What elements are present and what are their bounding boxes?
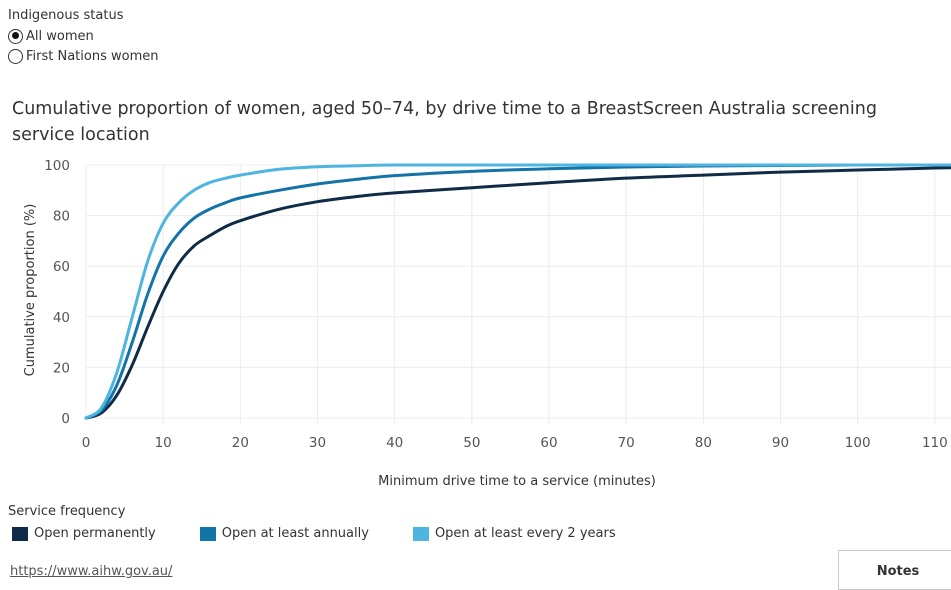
series-line-open-permanently[interactable] [84, 166, 951, 420]
x-axis-ticks: 0102030405060708090100110120 [82, 435, 948, 451]
legend-item-open-permanently[interactable]: Open permanently [8, 526, 156, 541]
filter-title: Indigenous status [8, 8, 124, 23]
series-line-open-at-least-every-2-years[interactable] [84, 163, 951, 420]
legend-title: Service frequency [8, 504, 126, 519]
radio-label-first-nations-women: First Nations women [26, 48, 159, 64]
notes-button[interactable]: Notes [838, 550, 951, 590]
radio-option-first-nations-women[interactable]: First Nations women [8, 46, 158, 66]
grid [85, 164, 951, 424]
radio-button-first-nations-women[interactable] [8, 48, 23, 64]
chart-title: Cumulative proportion of women, aged 50–… [12, 99, 877, 145]
x-tick-label: 30 [309, 435, 326, 451]
y-tick-label: 20 [53, 360, 70, 376]
y-tick-label: 60 [53, 259, 70, 275]
radio-label-all-women: All women [26, 28, 94, 44]
x-tick-label: 50 [463, 435, 480, 451]
legend-label-open-every-2-years: Open at least every 2 years [434, 526, 616, 541]
legend-swatch-open-every-2-years [412, 526, 429, 541]
x-axis-label: Minimum drive time to a service (minutes… [378, 474, 656, 489]
y-tick-label: 100 [44, 158, 70, 174]
x-tick-label: 0 [82, 435, 91, 451]
legend-label-open-annually: Open at least annually [221, 526, 369, 541]
radio-option-all-women[interactable]: All women [8, 26, 158, 46]
y-tick-label: 40 [53, 310, 70, 326]
x-tick-label: 20 [232, 435, 249, 451]
legend-item-open-every-2-years[interactable]: Open at least every 2 years [409, 526, 616, 541]
y-axis-label: Cumulative proportion (%) [23, 204, 38, 377]
y-tick-label: 0 [61, 411, 70, 427]
x-tick-label: 70 [618, 435, 635, 451]
legend-swatch-open-annually [199, 526, 216, 541]
x-tick-label: 60 [540, 435, 557, 451]
x-tick-label: 90 [772, 435, 789, 451]
y-tick-label: 80 [53, 209, 70, 225]
series-line-open-at-least-annually[interactable] [84, 163, 951, 420]
series-lines [84, 163, 951, 420]
x-tick-label: 80 [695, 435, 712, 451]
x-tick-label: 110 [922, 435, 948, 451]
radio-button-all-women[interactable] [8, 28, 23, 44]
legend-label-open-permanently: Open permanently [34, 526, 156, 541]
y-axis-ticks: 0 20 40 60 80 100 [44, 158, 70, 427]
legend-swatch-open-permanently [12, 526, 28, 541]
aihw-link[interactable]: https://www.aihw.gov.au/ [10, 564, 173, 579]
legend-item-open-annually[interactable]: Open at least annually [196, 526, 369, 541]
indigenous-status-filter: Indigenous status All women First Nation… [8, 8, 158, 66]
x-tick-label: 10 [155, 435, 172, 451]
x-tick-label: 40 [386, 435, 403, 451]
legend: Service frequency Open permanently Open … [8, 504, 656, 541]
x-tick-label: 100 [845, 435, 871, 451]
